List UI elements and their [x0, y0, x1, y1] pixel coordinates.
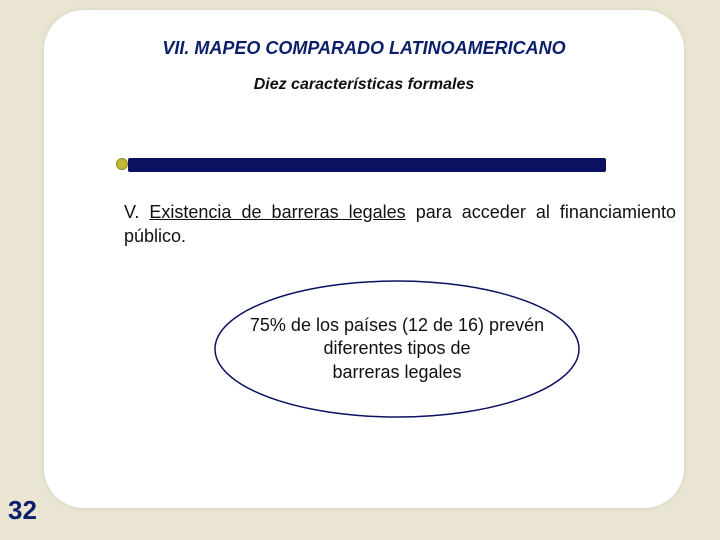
slide-subtitle: Diez características formales [44, 76, 684, 94]
body-underlined: Existencia de barreras legales [149, 202, 405, 222]
bullet-dot-icon [116, 158, 128, 170]
ellipse-line-3: barreras legales [332, 361, 461, 384]
slide-title: VII. MAPEO COMPARADO LATINOAMERICANO [44, 38, 684, 59]
content-panel: VII. MAPEO COMPARADO LATINOAMERICANO Die… [44, 10, 684, 508]
body-paragraph: V. Existencia de barreras legales para a… [124, 200, 676, 249]
ellipse-line-2: diferentes tipos de [323, 337, 470, 360]
accent-bar [128, 158, 606, 172]
body-prefix: V. [124, 202, 149, 222]
callout-ellipse: 75% de los países (12 de 16) prevén dife… [212, 278, 582, 420]
page-number: 32 [8, 495, 37, 526]
ellipse-line-1: 75% de los países (12 de 16) prevén [250, 314, 544, 337]
ellipse-text: 75% de los países (12 de 16) prevén dife… [212, 278, 582, 420]
